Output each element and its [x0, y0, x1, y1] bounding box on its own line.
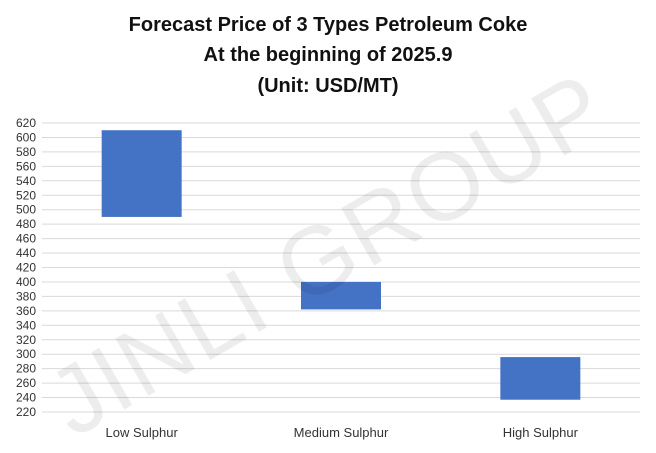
y-tick-label: 300	[16, 347, 36, 361]
y-tick-label: 460	[16, 232, 36, 246]
x-tick-label: Medium Sulphur	[294, 425, 389, 440]
y-tick-label: 540	[16, 174, 36, 188]
y-tick-label: 440	[16, 246, 36, 260]
chart-title-line-1: Forecast Price of 3 Types Petroleum Coke	[128, 14, 528, 36]
y-tick-label: 260	[16, 376, 36, 390]
y-tick-label: 580	[16, 145, 36, 159]
x-tick-label: High Sulphur	[503, 425, 579, 440]
y-tick-label: 420	[16, 261, 36, 275]
y-tick-label: 480	[16, 217, 36, 231]
y-tick-label: 320	[16, 333, 36, 347]
chart-title-line-2: At the beginning of 2025.9	[203, 44, 453, 66]
y-tick-label: 280	[16, 362, 36, 376]
y-tick-label: 560	[16, 159, 36, 173]
bar-medium-sulphur	[301, 281, 381, 310]
y-tick-label: 500	[16, 203, 36, 217]
y-tick-label: 220	[16, 405, 36, 419]
bar-low-sulphur	[101, 130, 182, 217]
y-tick-label: 600	[16, 130, 36, 144]
y-tick-label: 520	[16, 188, 36, 202]
y-tick-label: 360	[16, 304, 36, 318]
y-tick-label: 240	[16, 391, 36, 405]
bar-high-sulphur	[500, 357, 581, 400]
y-tick-label: 380	[16, 289, 36, 303]
y-tick-label: 400	[16, 275, 36, 289]
y-tick-label: 340	[16, 318, 36, 332]
y-tick-label: 620	[16, 116, 36, 130]
x-tick-label: Low Sulphur	[106, 425, 179, 440]
chart-title-line-3: (Unit: USD/MT)	[257, 75, 399, 97]
